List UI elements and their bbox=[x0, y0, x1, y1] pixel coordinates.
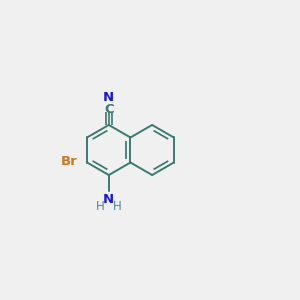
Text: C: C bbox=[104, 103, 114, 116]
Text: N: N bbox=[103, 91, 114, 104]
Text: H: H bbox=[96, 200, 104, 212]
Text: Br: Br bbox=[61, 155, 78, 168]
Text: H: H bbox=[113, 200, 122, 212]
Text: N: N bbox=[103, 193, 114, 206]
